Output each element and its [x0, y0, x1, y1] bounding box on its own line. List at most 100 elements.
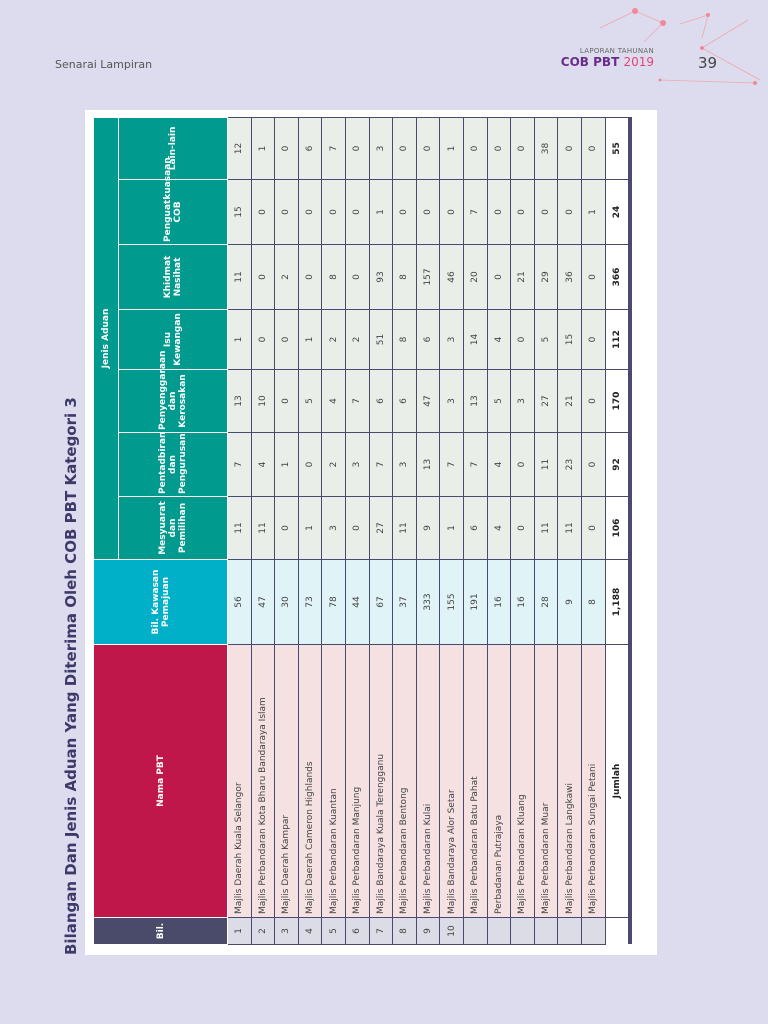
row-nama-pbt: Majlis Bandaraya Alor Setar	[439, 644, 464, 918]
row-value: 1	[298, 309, 322, 370]
row-kawasan: 16	[510, 559, 535, 645]
table-row: Majlis Perbandaran Batu Pahat 191 6 7 13 14 20…	[463, 117, 488, 945]
table-row: Majlis Perbandaran Muar 28 11 11 27 5 29 0 38	[534, 117, 558, 945]
row-value: 1	[274, 432, 299, 497]
row-value: 11	[534, 496, 558, 560]
total-value: 24	[605, 179, 631, 245]
row-value: 0	[581, 244, 605, 310]
row-value: 0	[274, 179, 299, 245]
row-kawasan: 67	[369, 559, 393, 645]
row-nama-pbt: Majlis Daerah Kuala Selangor	[227, 644, 252, 918]
row-value: 93	[369, 244, 393, 310]
row-value: 2	[321, 309, 346, 370]
row-value: 3	[345, 432, 370, 497]
row-value: 157	[416, 244, 440, 310]
row-value: 0	[510, 309, 535, 370]
row-value: 21	[557, 369, 582, 433]
table-row: Majlis Perbandaran Langkawi 9 11 23 21 15 36 0 0	[557, 117, 582, 945]
row-value: 11	[227, 244, 252, 310]
row-bil	[463, 917, 488, 945]
row-value: 51	[369, 309, 393, 370]
network-decoration	[600, 8, 761, 85]
row-value: 7	[439, 432, 464, 497]
row-value: 5	[534, 309, 558, 370]
row-bil: 10	[439, 917, 464, 945]
header-type: Lain-lain	[118, 117, 228, 180]
row-value: 0	[510, 496, 535, 560]
table-row: Majlis Perbandaran Kluang 16 0 0 3 0 21 0 0	[510, 117, 535, 945]
total-value: 55	[605, 117, 631, 180]
row-value: 0	[321, 179, 346, 245]
row-value: 0	[345, 496, 370, 560]
complaints-table: Bil. Nama PBT Bil. Kawasan Pemajuan Jeni…	[93, 117, 648, 945]
row-bil: 9	[416, 917, 440, 945]
row-value: 1	[369, 179, 393, 245]
row-nama-pbt: Majlis Perbandaran Langkawi	[557, 644, 582, 918]
row-value: 13	[227, 369, 252, 433]
row-value: 15	[227, 179, 252, 245]
row-value: 6	[416, 309, 440, 370]
table-row: 7 Majlis Bandaraya Kuala Terengganu 67 27 7 6…	[369, 117, 393, 945]
row-value: 0	[251, 309, 275, 370]
row-bil: 4	[298, 917, 322, 945]
row-value: 0	[392, 117, 417, 180]
row-value: 4	[487, 432, 511, 497]
row-kawasan: 44	[345, 559, 370, 645]
row-bil: 8	[392, 917, 417, 945]
row-value: 6	[298, 117, 322, 180]
row-value: 0	[416, 117, 440, 180]
row-kawasan: 28	[534, 559, 558, 645]
row-value: 0	[345, 117, 370, 180]
header-kawasan: Bil. Kawasan Pemajuan	[93, 559, 228, 645]
row-bil: 3	[274, 917, 299, 945]
total-value: 112	[605, 309, 631, 370]
row-value: 9	[416, 496, 440, 560]
row-value: 7	[463, 179, 488, 245]
row-nama-pbt: Majlis Perbandaran Kluang	[510, 644, 535, 918]
row-value: 1	[439, 496, 464, 560]
row-value: 2	[274, 244, 299, 310]
row-value: 4	[321, 369, 346, 433]
row-value: 13	[463, 369, 488, 433]
row-value: 21	[510, 244, 535, 310]
row-value: 1	[251, 117, 275, 180]
row-value: 38	[534, 117, 558, 180]
header-type: Penguatkuasaan COB	[118, 157, 228, 245]
row-nama-pbt: Majlis Daerah Kampar	[274, 644, 299, 918]
row-bil: 1	[227, 917, 252, 945]
row-nama-pbt: Majlis Perbandaran Kuantan	[321, 644, 346, 918]
row-nama-pbt: Majlis Perbandaran Sungai Petani	[581, 644, 605, 918]
report-year: 2019	[623, 55, 654, 69]
row-value: 14	[463, 309, 488, 370]
table-row: 4 Majlis Daerah Cameron Highlands 73 1 0 5 1 0 0…	[298, 117, 322, 945]
row-nama-pbt: Majlis Daerah Cameron Highlands	[298, 644, 322, 918]
row-value: 0	[439, 179, 464, 245]
row-value: 46	[439, 244, 464, 310]
table-row: 5 Majlis Perbandaran Kuantan 78 3 2 4 2 8 0 7	[321, 117, 346, 945]
row-value: 7	[369, 432, 393, 497]
table-row: 1 Majlis Daerah Kuala Selangor 56 11 7 13 1 11 1…	[227, 117, 252, 945]
row-value: 0	[487, 117, 511, 180]
row-value: 0	[510, 117, 535, 180]
row-value: 0	[534, 179, 558, 245]
row-value: 1	[439, 117, 464, 180]
total-value: 170	[605, 369, 631, 433]
row-kawasan: 30	[274, 559, 299, 645]
row-value: 0	[392, 179, 417, 245]
row-value: 1	[581, 179, 605, 245]
row-value: 0	[463, 117, 488, 180]
row-value: 3	[510, 369, 535, 433]
row-value: 12	[227, 117, 252, 180]
row-bil	[510, 917, 535, 945]
row-value: 0	[298, 244, 322, 310]
row-kawasan: 73	[298, 559, 322, 645]
row-value: 11	[227, 496, 252, 560]
row-kawasan: 78	[321, 559, 346, 645]
row-value: 5	[298, 369, 322, 433]
report-brand: LAPORAN TAHUNAN COB PBT 2019	[561, 47, 654, 69]
row-value: 0	[298, 432, 322, 497]
header-jenis-aduan: Jenis Aduan	[93, 117, 119, 560]
row-value: 23	[557, 432, 582, 497]
row-value: 0	[510, 179, 535, 245]
total-kawasan: 1,188	[605, 559, 631, 645]
